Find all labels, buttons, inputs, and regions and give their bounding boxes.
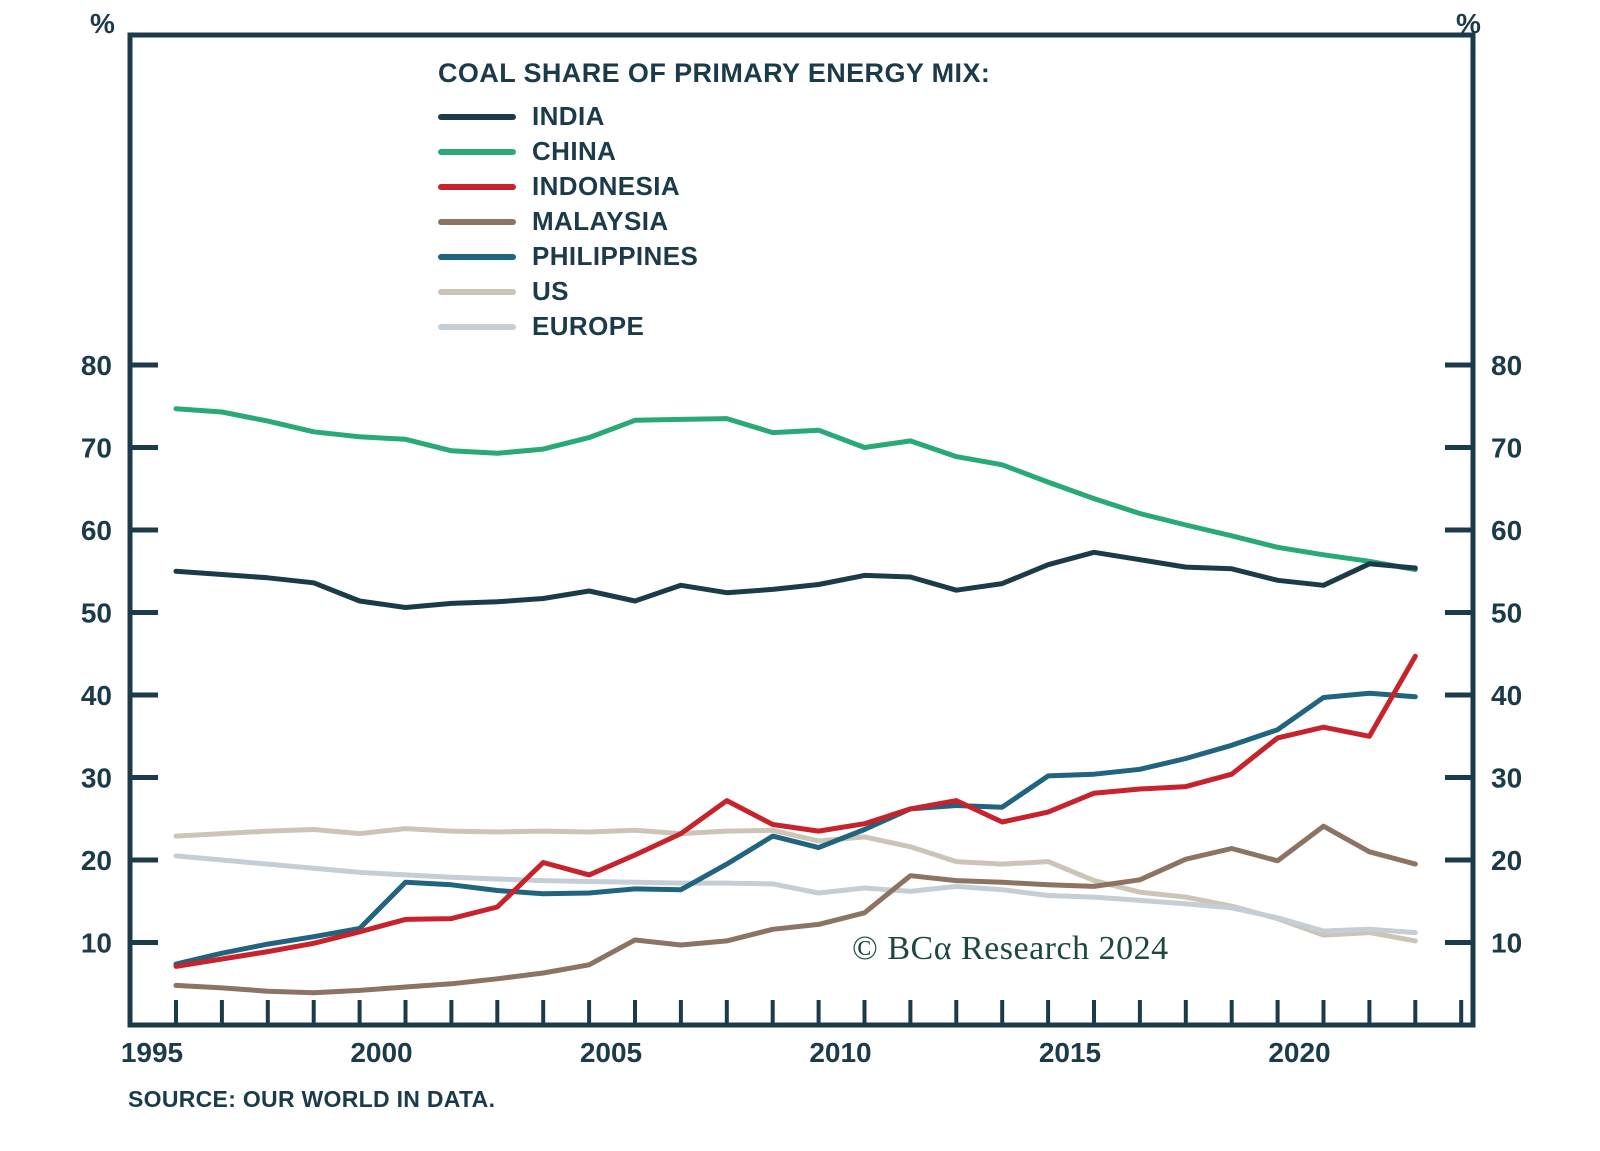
legend-item-china: CHINA <box>438 134 990 169</box>
legend-label: MALAYSIA <box>532 206 669 236</box>
legend-swatch-philippines <box>438 253 516 260</box>
y-tick-label-left: 40 <box>81 680 112 711</box>
chart-title: COAL SHARE OF PRIMARY ENERGY MIX: <box>438 58 991 88</box>
legend-label: US <box>532 276 569 306</box>
legend-item-philippines: PHILIPPINES <box>438 239 990 274</box>
legend-swatch-india <box>438 113 516 120</box>
legend-swatch-us <box>438 288 516 295</box>
legend-label: CHINA <box>532 136 617 166</box>
legend-swatch-europe <box>438 323 516 330</box>
legend-label: INDONESIA <box>532 171 681 201</box>
chart-legend: COAL SHARE OF PRIMARY ENERGY MIX: INDIA C… <box>438 58 990 344</box>
series-line-china <box>173 406 1418 573</box>
x-tick-label: 2010 <box>809 1037 871 1068</box>
y-tick-label-right: 30 <box>1491 763 1522 794</box>
legend-label: EUROPE <box>532 311 645 341</box>
bca-watermark: © BCα Research 2024 <box>852 930 1169 967</box>
y-tick-label-right: 60 <box>1491 515 1522 546</box>
y-tick-label-left: 70 <box>81 433 112 464</box>
y-tick-label-left: 60 <box>81 515 112 546</box>
x-tick-label: 2005 <box>580 1037 642 1068</box>
legend-items: INDIA CHINA INDONESIA MALAYSIA PHILIPPINES US… <box>438 99 990 344</box>
y-tick-label-right: 40 <box>1491 680 1522 711</box>
legend-label: INDIA <box>532 101 605 131</box>
series-line-us <box>173 826 1418 944</box>
y-tick-label-left: 50 <box>81 598 112 629</box>
x-tick-label: 2015 <box>1039 1037 1101 1068</box>
series-line-malaysia <box>173 823 1418 996</box>
x-tick-label: 1995 <box>121 1037 183 1068</box>
series-line-indonesia <box>173 653 1418 969</box>
legend-swatch-malaysia <box>438 218 516 225</box>
y-tick-label-right: 80 <box>1491 350 1522 381</box>
series-line-philippines <box>173 690 1418 967</box>
series-line-europe <box>173 853 1418 936</box>
y-tick-label-right: 50 <box>1491 598 1522 629</box>
legend-item-europe: EUROPE <box>438 309 990 344</box>
y-tick-label-left: 10 <box>81 928 112 959</box>
y-tick-label-left: 20 <box>81 845 112 876</box>
legend-item-malaysia: MALAYSIA <box>438 204 990 239</box>
y-tick-label-right: 70 <box>1491 433 1522 464</box>
source-note: SOURCE: OUR WORLD IN DATA. <box>128 1086 496 1112</box>
x-tick-label: 2000 <box>350 1037 412 1068</box>
x-tick-label: 2020 <box>1268 1037 1330 1068</box>
legend-item-india: INDIA <box>438 99 990 134</box>
legend-item-indonesia: INDONESIA <box>438 169 990 204</box>
y-tick-label-left: 80 <box>81 350 112 381</box>
legend-swatch-china <box>438 148 516 155</box>
legend-swatch-indonesia <box>438 183 516 190</box>
series-line-india <box>173 549 1418 610</box>
y-tick-label-right: 10 <box>1491 928 1522 959</box>
legend-label: PHILIPPINES <box>532 241 699 271</box>
y-tick-label-left: 30 <box>81 763 112 794</box>
legend-item-us: US <box>438 274 990 309</box>
y-tick-label-right: 20 <box>1491 845 1522 876</box>
y-axis-unit-left: % <box>90 8 115 39</box>
